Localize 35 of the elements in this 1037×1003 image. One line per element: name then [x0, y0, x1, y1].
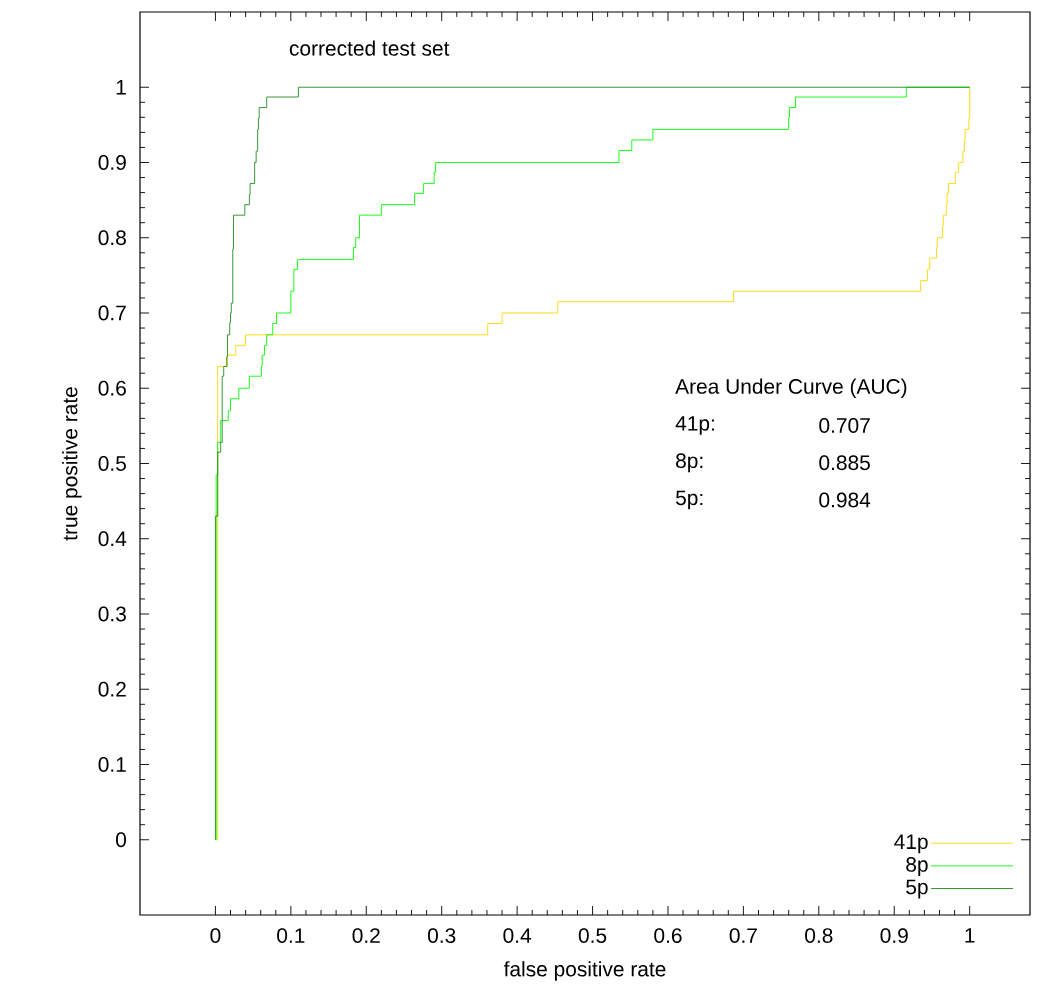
annotation: 5p: [675, 490, 703, 510]
y-tick-label: 0.4 [98, 531, 127, 547]
y-tick-label: 0 [116, 832, 126, 848]
x-tick-label: 0.1 [277, 928, 305, 943]
x-tick-label: 0.2 [352, 928, 380, 943]
x-tick-label: 0.3 [427, 928, 456, 943]
y-tick-label: 0.3 [98, 606, 126, 622]
text: corrected test set [289, 40, 450, 56]
x-tick-label: 0.6 [654, 928, 682, 943]
y-tick-label: 0.7 [98, 305, 126, 321]
legend-label: 5p [906, 879, 928, 899]
x-axis-title: false positive rate [503, 961, 666, 981]
x-tick-label: 0 [210, 928, 221, 943]
annotation: 41p: [675, 416, 714, 435]
legend-label: 41p [894, 834, 928, 854]
x-tick-label: 1 [965, 928, 975, 943]
x-tick-label: 0.7 [729, 928, 757, 943]
annotation: 0.885 [819, 455, 870, 471]
annotation: 0.984 [819, 492, 871, 508]
y-tick-label: 0.6 [98, 380, 126, 396]
x-tick-label: 0.8 [805, 928, 833, 943]
x-tick-label: 0.5 [578, 928, 607, 943]
x-tick-label: 0.9 [880, 928, 908, 943]
y-tick-label: 0.1 [98, 757, 126, 772]
annotation: Area Under Curve (AUC) [675, 378, 907, 398]
legend-label: 8p [906, 857, 928, 876]
y-tick-label: 0.9 [98, 155, 126, 170]
annotation: 8p: [676, 453, 703, 473]
x-tick-label: 0.4 [503, 928, 532, 943]
y-tick-label: 0.5 [98, 456, 126, 471]
y-tick-label: 1 [116, 80, 126, 95]
y-axis-title: true positive rate [62, 387, 82, 541]
y-tick-label: 0.2 [98, 681, 126, 697]
annotation: 0.707 [819, 418, 870, 433]
y-tick-label: 0.8 [98, 230, 126, 246]
